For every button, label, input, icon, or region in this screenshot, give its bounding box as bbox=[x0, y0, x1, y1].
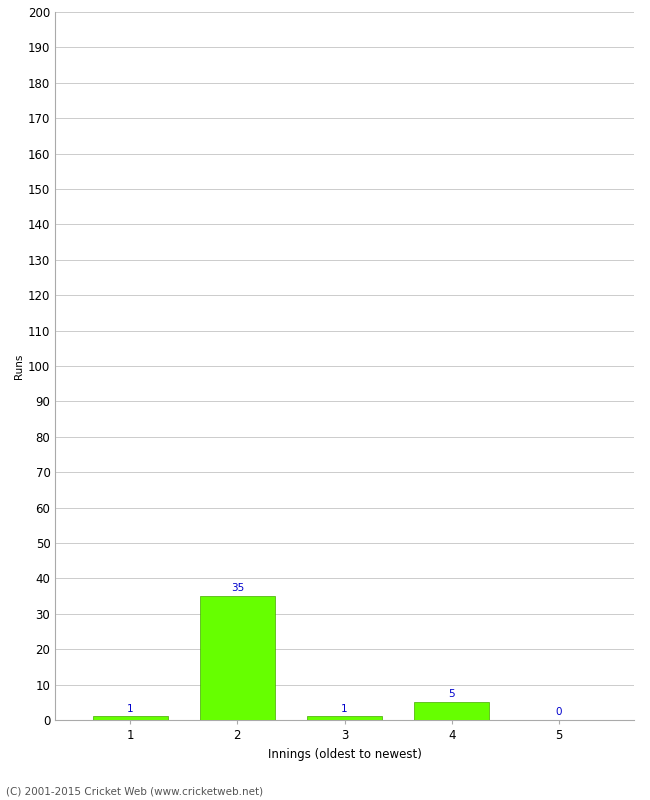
Bar bbox=[307, 717, 382, 720]
Text: 1: 1 bbox=[341, 704, 348, 714]
X-axis label: Innings (oldest to newest): Innings (oldest to newest) bbox=[268, 747, 421, 761]
Text: 35: 35 bbox=[231, 583, 244, 594]
Bar bbox=[200, 596, 275, 720]
Text: 0: 0 bbox=[556, 707, 562, 717]
Text: (C) 2001-2015 Cricket Web (www.cricketweb.net): (C) 2001-2015 Cricket Web (www.cricketwe… bbox=[6, 786, 264, 796]
Y-axis label: Runs: Runs bbox=[14, 354, 24, 378]
Text: 1: 1 bbox=[127, 704, 133, 714]
Text: 5: 5 bbox=[448, 690, 455, 699]
Bar bbox=[93, 717, 168, 720]
Bar bbox=[414, 702, 489, 720]
